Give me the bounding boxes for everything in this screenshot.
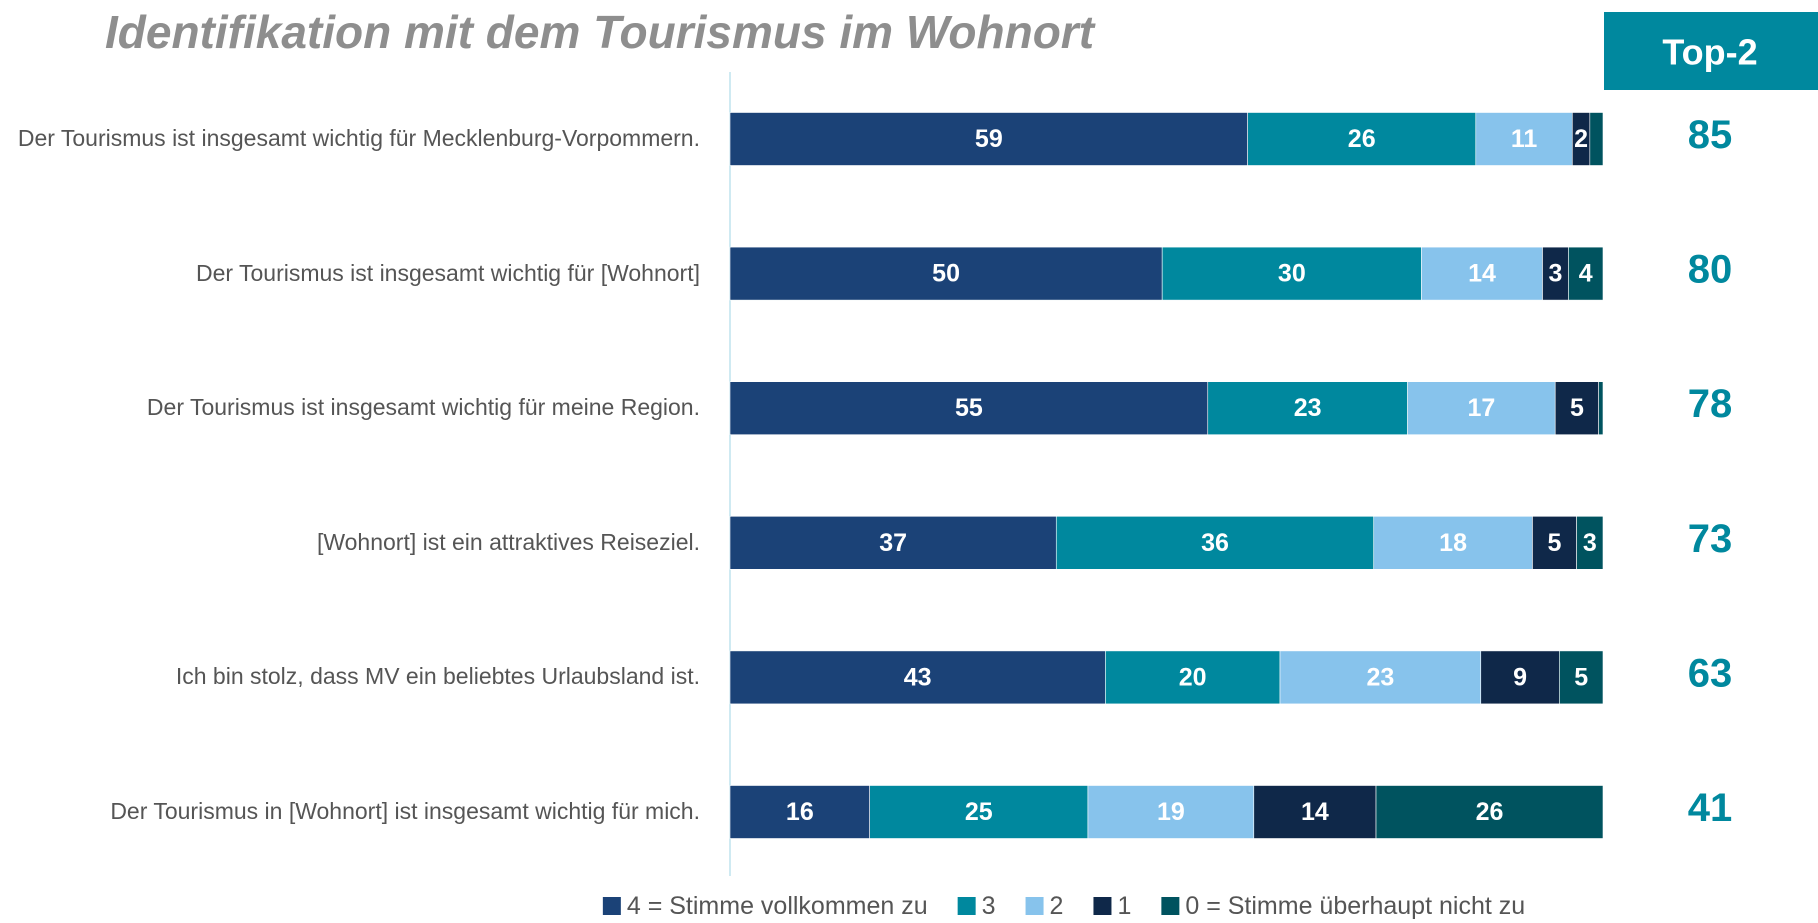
data-label: 36 — [1201, 529, 1229, 557]
data-label: 3 — [1549, 260, 1563, 288]
data-label: 23 — [1366, 663, 1394, 691]
bar-segment — [1475, 112, 1573, 166]
bar-segment — [1253, 785, 1377, 839]
category-label: Der Tourismus ist insgesamt wichtig für … — [195, 259, 700, 286]
bar-segment — [1576, 515, 1604, 570]
legend-swatch — [1025, 897, 1044, 915]
data-label: 3 — [1583, 529, 1597, 557]
top2-value: 63 — [1688, 651, 1733, 695]
data-label: 9 — [1513, 663, 1527, 691]
data-label: 43 — [904, 663, 932, 691]
top2-header: Top-2 — [1662, 32, 1757, 73]
bar-segment — [1207, 381, 1408, 436]
bar-segment — [1375, 785, 1604, 839]
data-label: 16 — [786, 798, 814, 826]
data-label: 17 — [1467, 394, 1495, 422]
legend-label: 2 — [1050, 892, 1064, 920]
bar-segment — [1161, 246, 1422, 301]
bar-segment — [729, 650, 1106, 705]
top2-header-bg — [1604, 12, 1818, 90]
legend-label: 1 — [1117, 892, 1131, 920]
legend-swatch — [957, 897, 976, 915]
legend-swatch — [1093, 897, 1112, 915]
data-label: 26 — [1476, 798, 1504, 826]
data-label: 11 — [1511, 125, 1538, 153]
bar-segment — [1105, 650, 1281, 705]
data-label: 30 — [1278, 260, 1306, 288]
legend-swatch — [602, 897, 621, 915]
data-label: 19 — [1157, 798, 1185, 826]
bar-segment — [869, 785, 1089, 839]
bar-segment — [1279, 650, 1482, 705]
data-label: 59 — [975, 125, 1003, 153]
data-label: 5 — [1548, 529, 1562, 557]
data-label: 20 — [1179, 663, 1207, 691]
data-label: 26 — [1348, 125, 1376, 153]
legend-label: 4 = Stimme vollkommen zu — [627, 892, 928, 920]
data-label: 23 — [1294, 394, 1322, 422]
legend-swatch — [1161, 897, 1180, 915]
bar-segment — [729, 381, 1209, 436]
bar-segment — [729, 515, 1057, 570]
bar-segment — [729, 112, 1248, 166]
bar-segment — [1087, 785, 1255, 839]
data-label: 4 — [1579, 260, 1593, 288]
data-label: 14 — [1468, 260, 1496, 288]
bar-segment — [1559, 650, 1604, 705]
top2-value: 80 — [1688, 248, 1733, 292]
data-label: 50 — [932, 260, 960, 288]
bar-segment — [1421, 246, 1543, 301]
data-label: 5 — [1574, 663, 1588, 691]
legend-label: 0 = Stimme überhaupt nicht zu — [1185, 892, 1525, 920]
category-label: [Wohnort] ist ein attraktives Reiseziel. — [316, 528, 700, 555]
data-label: 37 — [879, 529, 907, 557]
data-label: 55 — [955, 394, 983, 422]
data-label: 14 — [1301, 798, 1329, 826]
bar-segment — [1247, 112, 1477, 166]
category-label: Der Tourismus ist insgesamt wichtig für … — [17, 125, 700, 152]
data-label: 2 — [1574, 125, 1588, 153]
chart-title: Identifikation mit dem Tourismus im Wohn… — [105, 6, 1096, 58]
top2-value: 85 — [1688, 113, 1733, 157]
legend-label: 3 — [982, 892, 996, 920]
bar-segment — [1598, 381, 1604, 436]
bar-segment — [1589, 112, 1604, 166]
top2-value: 41 — [1688, 786, 1733, 830]
bar-segment — [1407, 381, 1556, 436]
legend: 4 = Stimme vollkommen zu 3 2 1 0 = Stimme üb… — [602, 892, 1525, 920]
bar-segment — [1568, 246, 1604, 301]
bar-segment — [1554, 381, 1599, 436]
top2-value: 73 — [1688, 517, 1733, 561]
category-label: Der Tourismus in [Wohnort] ist insgesamt… — [110, 798, 700, 825]
bar-segment — [1373, 515, 1533, 570]
data-label: 18 — [1439, 529, 1467, 557]
data-label: 5 — [1570, 394, 1584, 422]
bar-segment — [729, 246, 1163, 301]
category-label: Ich bin stolz, dass MV ein beliebtes Url… — [175, 663, 700, 690]
data-label: 25 — [965, 798, 993, 826]
top2-value: 78 — [1688, 382, 1733, 426]
bar-segment — [1480, 650, 1560, 705]
category-label: Der Tourismus ist insgesamt wichtig für … — [146, 394, 700, 421]
